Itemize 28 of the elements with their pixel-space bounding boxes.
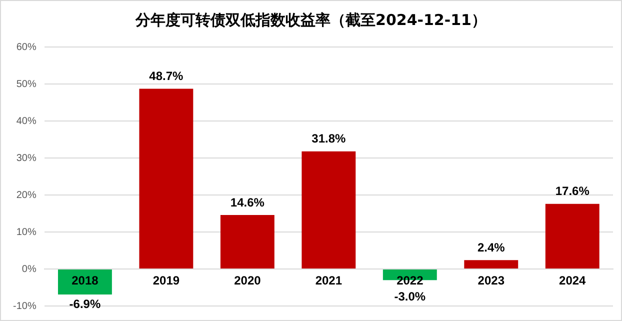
y-tick-label: 30% <box>16 152 36 164</box>
x-tick-label: 2023 <box>478 273 505 288</box>
data-label: 31.8% <box>312 132 346 146</box>
y-tick-label: 0% <box>22 264 36 275</box>
x-tick-label: 2019 <box>152 273 180 288</box>
data-label: 2.4% <box>477 240 506 254</box>
data-label: 17.6% <box>555 184 590 198</box>
bar <box>302 151 356 268</box>
data-label: 48.7% <box>149 69 184 84</box>
bar <box>220 214 274 268</box>
y-tick-label: 60% <box>16 42 36 53</box>
x-tick-label: 2024 <box>559 273 586 288</box>
chart-title: 分年度可转债双低指数收益率（截至2024-12-11） <box>134 11 488 30</box>
y-tick-label: 10% <box>16 226 36 238</box>
bar <box>464 260 518 268</box>
x-tick-label: 2020 <box>234 273 262 288</box>
y-tick-label: -10% <box>12 300 36 312</box>
data-label: -6.9% <box>69 296 101 311</box>
bar <box>545 204 600 268</box>
y-tick-label: 40% <box>16 116 36 127</box>
x-tick-label: 2021 <box>315 273 342 288</box>
x-tick-label: 2018 <box>72 273 99 288</box>
data-label: -3.0% <box>394 289 426 304</box>
bar <box>139 88 194 268</box>
bar <box>58 270 112 295</box>
y-tick-label: 20% <box>16 190 36 201</box>
data-label: 14.6% <box>230 195 265 210</box>
y-tick-label: 50% <box>16 78 36 90</box>
